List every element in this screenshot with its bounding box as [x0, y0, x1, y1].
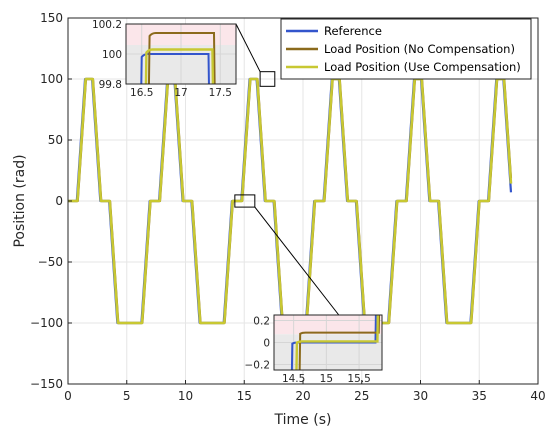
x-tick-labels: 0 5 10 15 20 25 30 35 40	[64, 380, 546, 403]
inset-series-line	[298, 315, 381, 370]
connector-line	[254, 206, 340, 316]
inset-y-tick-label: 100.2	[92, 19, 122, 31]
inset-x-tick-label: 14.5	[282, 373, 305, 385]
legend-entry: Load Position (No Compensation)	[286, 42, 515, 56]
inset-series-line	[147, 32, 216, 84]
inset-y-tick-label: 0.2	[253, 316, 270, 328]
legend-box	[280, 18, 532, 80]
x-tick-label: 10	[178, 389, 193, 403]
inset-x-tick-label: 16.5	[130, 87, 153, 99]
inset-2: 14.5 15 15.5 0.2 0 −0.2	[245, 314, 383, 385]
y-tick-labels: 150 100 50 0 −50 −100 −150	[30, 11, 72, 391]
inset-series-line	[295, 315, 380, 370]
inset-y-tick-label: 99.8	[99, 79, 122, 91]
legend-label: Load Position (Use Compensation)	[324, 60, 521, 74]
y-tick-label: 50	[48, 133, 63, 147]
x-tick-label: 30	[413, 389, 428, 403]
x-tick-label: 40	[530, 389, 545, 403]
y-tick-label: 100	[40, 72, 63, 86]
inset-shade-top	[274, 315, 382, 335]
inset-y-tick-label: −0.2	[245, 360, 271, 372]
y-tick-label: −100	[30, 316, 63, 330]
inset-series-line	[144, 48, 215, 84]
zoom-insets: 16.5 17 17.5 100.2 100 99.8 14.5 15 15.5 0.2 0 −0.2	[92, 19, 383, 385]
inset-y-tick-label: 0	[263, 338, 270, 350]
inset-frame	[125, 23, 237, 85]
legend-label: Load Position (No Compensation)	[324, 42, 515, 56]
inset-x-tick-label: 17.5	[209, 87, 232, 99]
inset-connector-lines	[234, 23, 340, 316]
y-tick-label: −150	[30, 377, 63, 391]
legend-label: Reference	[324, 24, 382, 38]
x-tick-label: 15	[237, 389, 252, 403]
inset-y-tick-label: 100	[102, 49, 122, 61]
y-tick-label: 150	[40, 11, 63, 25]
zoom-region-marker	[259, 71, 276, 87]
connector-line	[235, 23, 261, 72]
y-tick-label: 0	[55, 194, 63, 208]
y-tick-label: −50	[38, 255, 63, 269]
x-tick-label: 0	[64, 389, 72, 403]
inset-x-tick-label: 15	[320, 373, 333, 385]
inset-frame	[273, 314, 383, 371]
x-tick-label: 5	[123, 389, 131, 403]
legend-entry: Reference	[286, 24, 382, 38]
legend-entry: Load Position (Use Compensation)	[286, 60, 521, 74]
y-axis-label: Position (rad)	[12, 154, 28, 247]
legend: Reference Load Position (No Compensation)…	[280, 18, 532, 80]
x-tick-label: 20	[295, 389, 310, 403]
x-tick-label: 35	[472, 389, 487, 403]
inset-1: 16.5 17 17.5 100.2 100 99.8	[92, 19, 237, 99]
x-axis-label: Time (s)	[274, 412, 332, 428]
inset-series-line	[140, 53, 210, 84]
zoom-region-marker	[234, 194, 256, 208]
inset-x-tick-label: 17	[174, 87, 187, 99]
inset-x-tick-label: 15.5	[347, 373, 370, 385]
x-tick-label: 25	[354, 389, 369, 403]
